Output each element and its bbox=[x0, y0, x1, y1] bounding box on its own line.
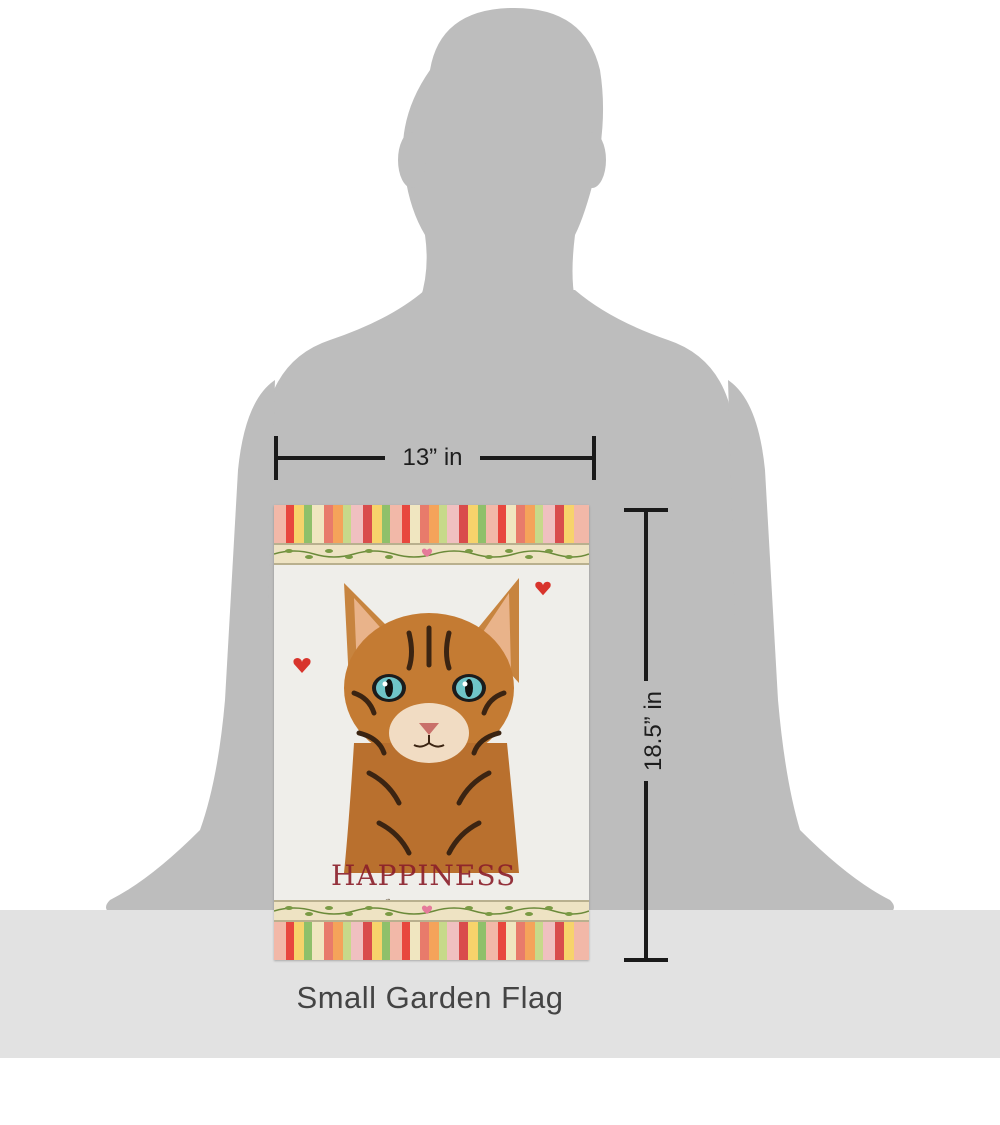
bengal-cat-illustration bbox=[344, 578, 519, 873]
bottom-vine-border bbox=[274, 900, 589, 922]
heart-icon bbox=[293, 658, 311, 673]
heart-icon bbox=[535, 581, 551, 596]
product-caption: Small Garden Flag bbox=[296, 980, 564, 1015]
top-vine-border bbox=[274, 543, 589, 565]
top-stripe-border bbox=[274, 505, 589, 543]
flag-artwork: HAPPINESS IS HAVING a Cat bbox=[274, 565, 589, 937]
flag-happiness-text: HAPPINESS bbox=[331, 859, 517, 892]
garden-flag: HAPPINESS IS HAVING a Cat bbox=[274, 505, 589, 960]
width-label: 13” in bbox=[385, 440, 480, 476]
bottom-stripe-border bbox=[274, 922, 589, 960]
height-label: 18.5” in bbox=[639, 681, 669, 781]
